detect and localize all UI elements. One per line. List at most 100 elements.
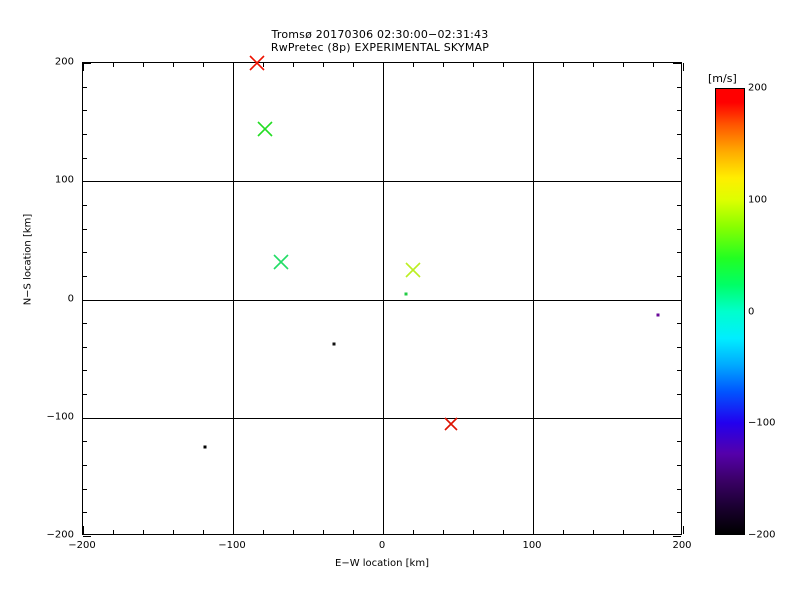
- axis-tick: [323, 530, 324, 534]
- x-tick-label: 200: [672, 540, 692, 551]
- y-tick-label: 200: [54, 56, 74, 68]
- axis-tick: [677, 488, 681, 490]
- axis-tick: [563, 530, 564, 534]
- axis-tick: [83, 488, 87, 490]
- x-tick-label: 100: [522, 540, 542, 551]
- axis-tick: [83, 465, 87, 467]
- data-point-marker[interactable]: [272, 253, 290, 271]
- axis-tick: [83, 441, 87, 443]
- axis-tick: [593, 530, 594, 534]
- axis-tick: [83, 228, 87, 230]
- axis-tick: [677, 157, 681, 159]
- axis-tick: [83, 526, 84, 534]
- data-point-marker[interactable]: [403, 291, 409, 297]
- data-point-marker[interactable]: [404, 261, 422, 279]
- chart-title-line-1: Tromsø 20170306 02:30:00−02:31:43: [271, 28, 489, 41]
- x-tick-label: −100: [218, 540, 246, 551]
- axis-tick: [677, 394, 681, 396]
- gridline-horizontal: [83, 299, 681, 301]
- axis-tick: [443, 63, 444, 67]
- y-axis-title: N−S location [km]: [22, 213, 34, 306]
- axis-tick: [413, 530, 414, 534]
- axis-tick: [83, 394, 87, 396]
- chart-title-line-2: RwPretec (8p) EXPERIMENTAL SKYMAP: [270, 41, 490, 54]
- data-point-marker[interactable]: [443, 416, 459, 432]
- axis-tick: [473, 63, 474, 67]
- data-point-marker[interactable]: [248, 54, 266, 72]
- axis-tick: [263, 63, 264, 67]
- axis-tick: [293, 530, 294, 534]
- axis-tick: [473, 530, 474, 534]
- axis-tick: [677, 512, 681, 514]
- axis-tick: [673, 299, 681, 301]
- axis-tick: [677, 323, 681, 325]
- axis-tick: [83, 346, 87, 348]
- axis-tick: [263, 530, 264, 534]
- axis-tick: [83, 157, 87, 159]
- axis-tick: [83, 417, 91, 419]
- data-point-marker[interactable]: [655, 312, 661, 318]
- axis-tick: [443, 530, 444, 534]
- axis-tick: [677, 204, 681, 206]
- axis-tick: [323, 63, 324, 67]
- colorbar-tick-label: −100: [748, 417, 776, 429]
- axis-tick: [113, 63, 114, 67]
- gridline-vertical: [383, 63, 384, 534]
- axis-tick: [563, 63, 564, 67]
- colorbar-unit-label: [m/s]: [708, 72, 737, 85]
- axis-tick: [83, 299, 91, 301]
- axis-tick: [233, 526, 234, 534]
- axis-tick: [413, 63, 414, 67]
- axis-tick: [83, 536, 91, 537]
- axis-tick: [83, 181, 91, 183]
- axis-tick: [203, 530, 204, 534]
- gridline-vertical: [533, 63, 534, 534]
- axis-tick: [83, 323, 87, 325]
- axis-tick: [383, 63, 384, 71]
- axis-tick: [593, 63, 594, 67]
- axis-tick: [683, 63, 684, 71]
- colorbar-tick-label: −200: [748, 529, 776, 541]
- x-tick-label: 0: [378, 540, 386, 551]
- axis-tick: [673, 536, 681, 537]
- gridline-vertical: [233, 63, 234, 534]
- axis-tick: [143, 530, 144, 534]
- axis-tick: [533, 63, 534, 71]
- axis-tick: [677, 228, 681, 230]
- colorbar-gradient: [715, 88, 745, 535]
- colorbar[interactable]: [715, 88, 745, 535]
- axis-tick: [503, 530, 504, 534]
- scatter-plot-area[interactable]: [82, 55, 684, 537]
- axis-tick: [677, 275, 681, 277]
- axis-tick: [683, 526, 684, 534]
- x-tick-label: −200: [68, 540, 96, 551]
- axis-tick: [83, 63, 91, 64]
- data-point-marker[interactable]: [256, 120, 274, 138]
- axis-tick: [623, 63, 624, 67]
- axis-tick: [673, 417, 681, 419]
- axis-tick: [83, 204, 87, 206]
- gridline-horizontal: [83, 181, 681, 183]
- data-point-marker[interactable]: [202, 444, 208, 450]
- data-point-marker[interactable]: [331, 341, 337, 347]
- axis-tick: [677, 252, 681, 254]
- axis-tick: [533, 526, 534, 534]
- axis-tick: [353, 530, 354, 534]
- colorbar-tick-label: 0: [748, 306, 755, 317]
- axis-tick: [143, 63, 144, 67]
- chart-title: Tromsø 20170306 02:30:00−02:31:43 RwPret…: [0, 28, 760, 54]
- axis-tick: [233, 63, 234, 71]
- axis-tick: [677, 465, 681, 467]
- axis-tick: [503, 63, 504, 67]
- axis-tick: [83, 133, 87, 135]
- axis-tick: [653, 63, 654, 67]
- axis-tick: [353, 63, 354, 67]
- axis-tick: [653, 530, 654, 534]
- axis-tick: [677, 133, 681, 135]
- axis-tick: [673, 63, 681, 64]
- y-tick-label: 100: [54, 174, 74, 186]
- axis-tick: [83, 252, 87, 254]
- axis-tick: [173, 63, 174, 67]
- y-tick-label: −200: [46, 529, 74, 541]
- axis-tick: [677, 370, 681, 372]
